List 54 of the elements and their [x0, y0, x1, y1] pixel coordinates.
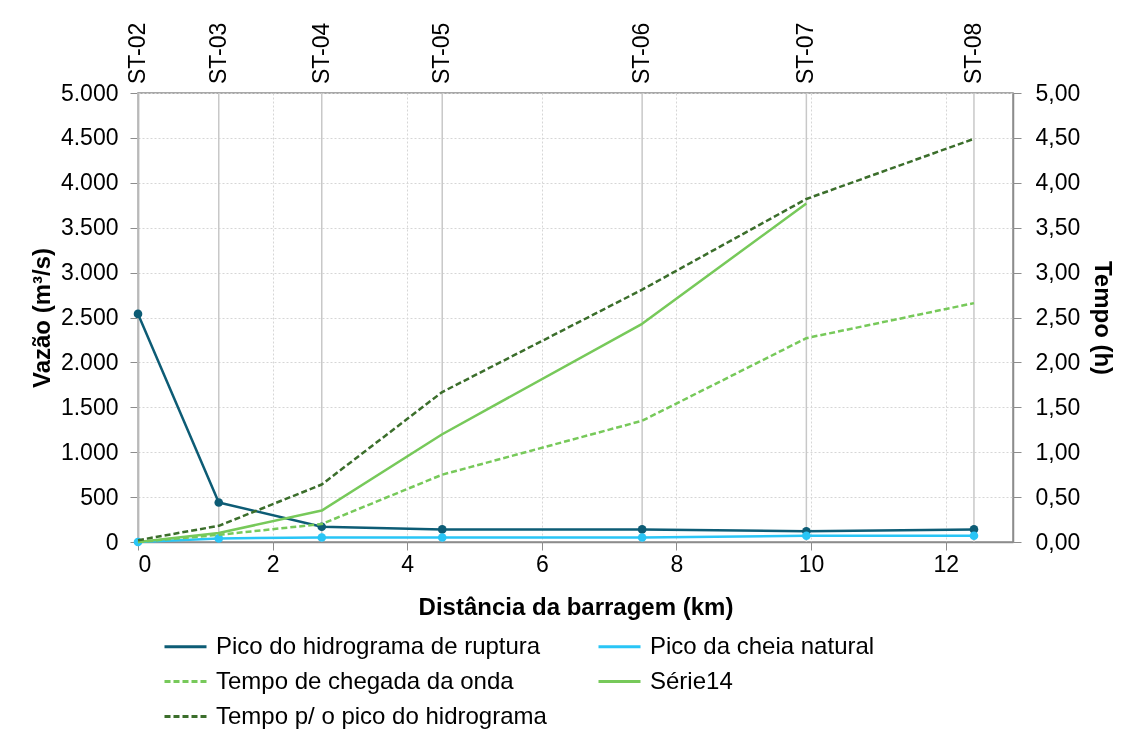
ref-line-label: ST-02: [124, 22, 150, 84]
x-axis-title: Distância da barragem (km): [418, 592, 734, 620]
point: [437, 533, 447, 542]
y2-tick-label: 4,50: [1035, 124, 1081, 151]
legend-label: Pico do hidrograma de ruptura: [216, 631, 541, 659]
x-tick-label: 0: [138, 550, 152, 577]
legend-label: Série14: [650, 666, 733, 694]
x-tick-label: 10: [798, 550, 825, 577]
y2-tick-label: 0,50: [1035, 483, 1081, 510]
y-tick-label: 1.500: [60, 393, 119, 420]
y-tick-label: 4.500: [60, 124, 119, 151]
ref-line-label: ST-05: [428, 22, 455, 84]
point: [214, 498, 224, 507]
point: [133, 309, 143, 319]
y-tick-label: 2.500: [60, 304, 119, 330]
y-tick-label: 5.000: [60, 79, 119, 106]
y2-tick-label: 3,00: [1035, 259, 1081, 286]
y-tick-label: 1.000: [60, 438, 119, 465]
y2-tick-label: 2,50: [1035, 304, 1081, 330]
x-tick-label: 2: [266, 550, 280, 577]
legend-label: Pico da cheia natural: [650, 631, 875, 659]
x-tick-label: 4: [401, 550, 415, 577]
y2-tick-label: 3,50: [1035, 214, 1081, 241]
x-tick-label: 8: [670, 550, 684, 577]
ref-line-label: ST-06: [628, 22, 655, 84]
y-tick-label: 500: [80, 483, 119, 510]
y-axis-title: Vazão (m³/s): [27, 247, 55, 389]
y2-tick-label: 5,00: [1035, 79, 1081, 106]
y-tick-label: 3.000: [60, 259, 119, 286]
x-tick-label: 12: [933, 550, 959, 577]
ref-line-label: ST-03: [204, 22, 231, 84]
y2-tick-label: 1,00: [1035, 438, 1081, 465]
ref-line-label: ST-08: [959, 22, 986, 84]
x-tick-label: 6: [535, 550, 549, 577]
y2-tick-label: 4,00: [1035, 169, 1081, 196]
point: [317, 533, 327, 542]
legend-label: Tempo de chegada da onda: [216, 666, 515, 694]
point: [637, 533, 647, 542]
y-tick-label: 0: [105, 528, 119, 555]
y2-tick-label: 0,00: [1035, 528, 1081, 555]
point: [214, 534, 224, 543]
y2-tick-label: 1,50: [1035, 393, 1081, 420]
y2-tick-label: 2,00: [1035, 348, 1081, 375]
legend-label: Tempo p/ o pico do hidrograma: [216, 701, 548, 729]
point: [637, 525, 647, 534]
y-tick-label: 3.500: [60, 214, 119, 241]
y2-axis-title: Tempo (h): [1090, 260, 1118, 376]
point: [802, 531, 811, 541]
ref-line-label: ST-07: [792, 22, 819, 84]
y-tick-label: 4.000: [60, 169, 119, 196]
y-tick-label: 2.000: [60, 348, 119, 375]
point: [437, 525, 447, 534]
ref-line-label: ST-04: [307, 22, 334, 84]
point: [969, 531, 979, 541]
